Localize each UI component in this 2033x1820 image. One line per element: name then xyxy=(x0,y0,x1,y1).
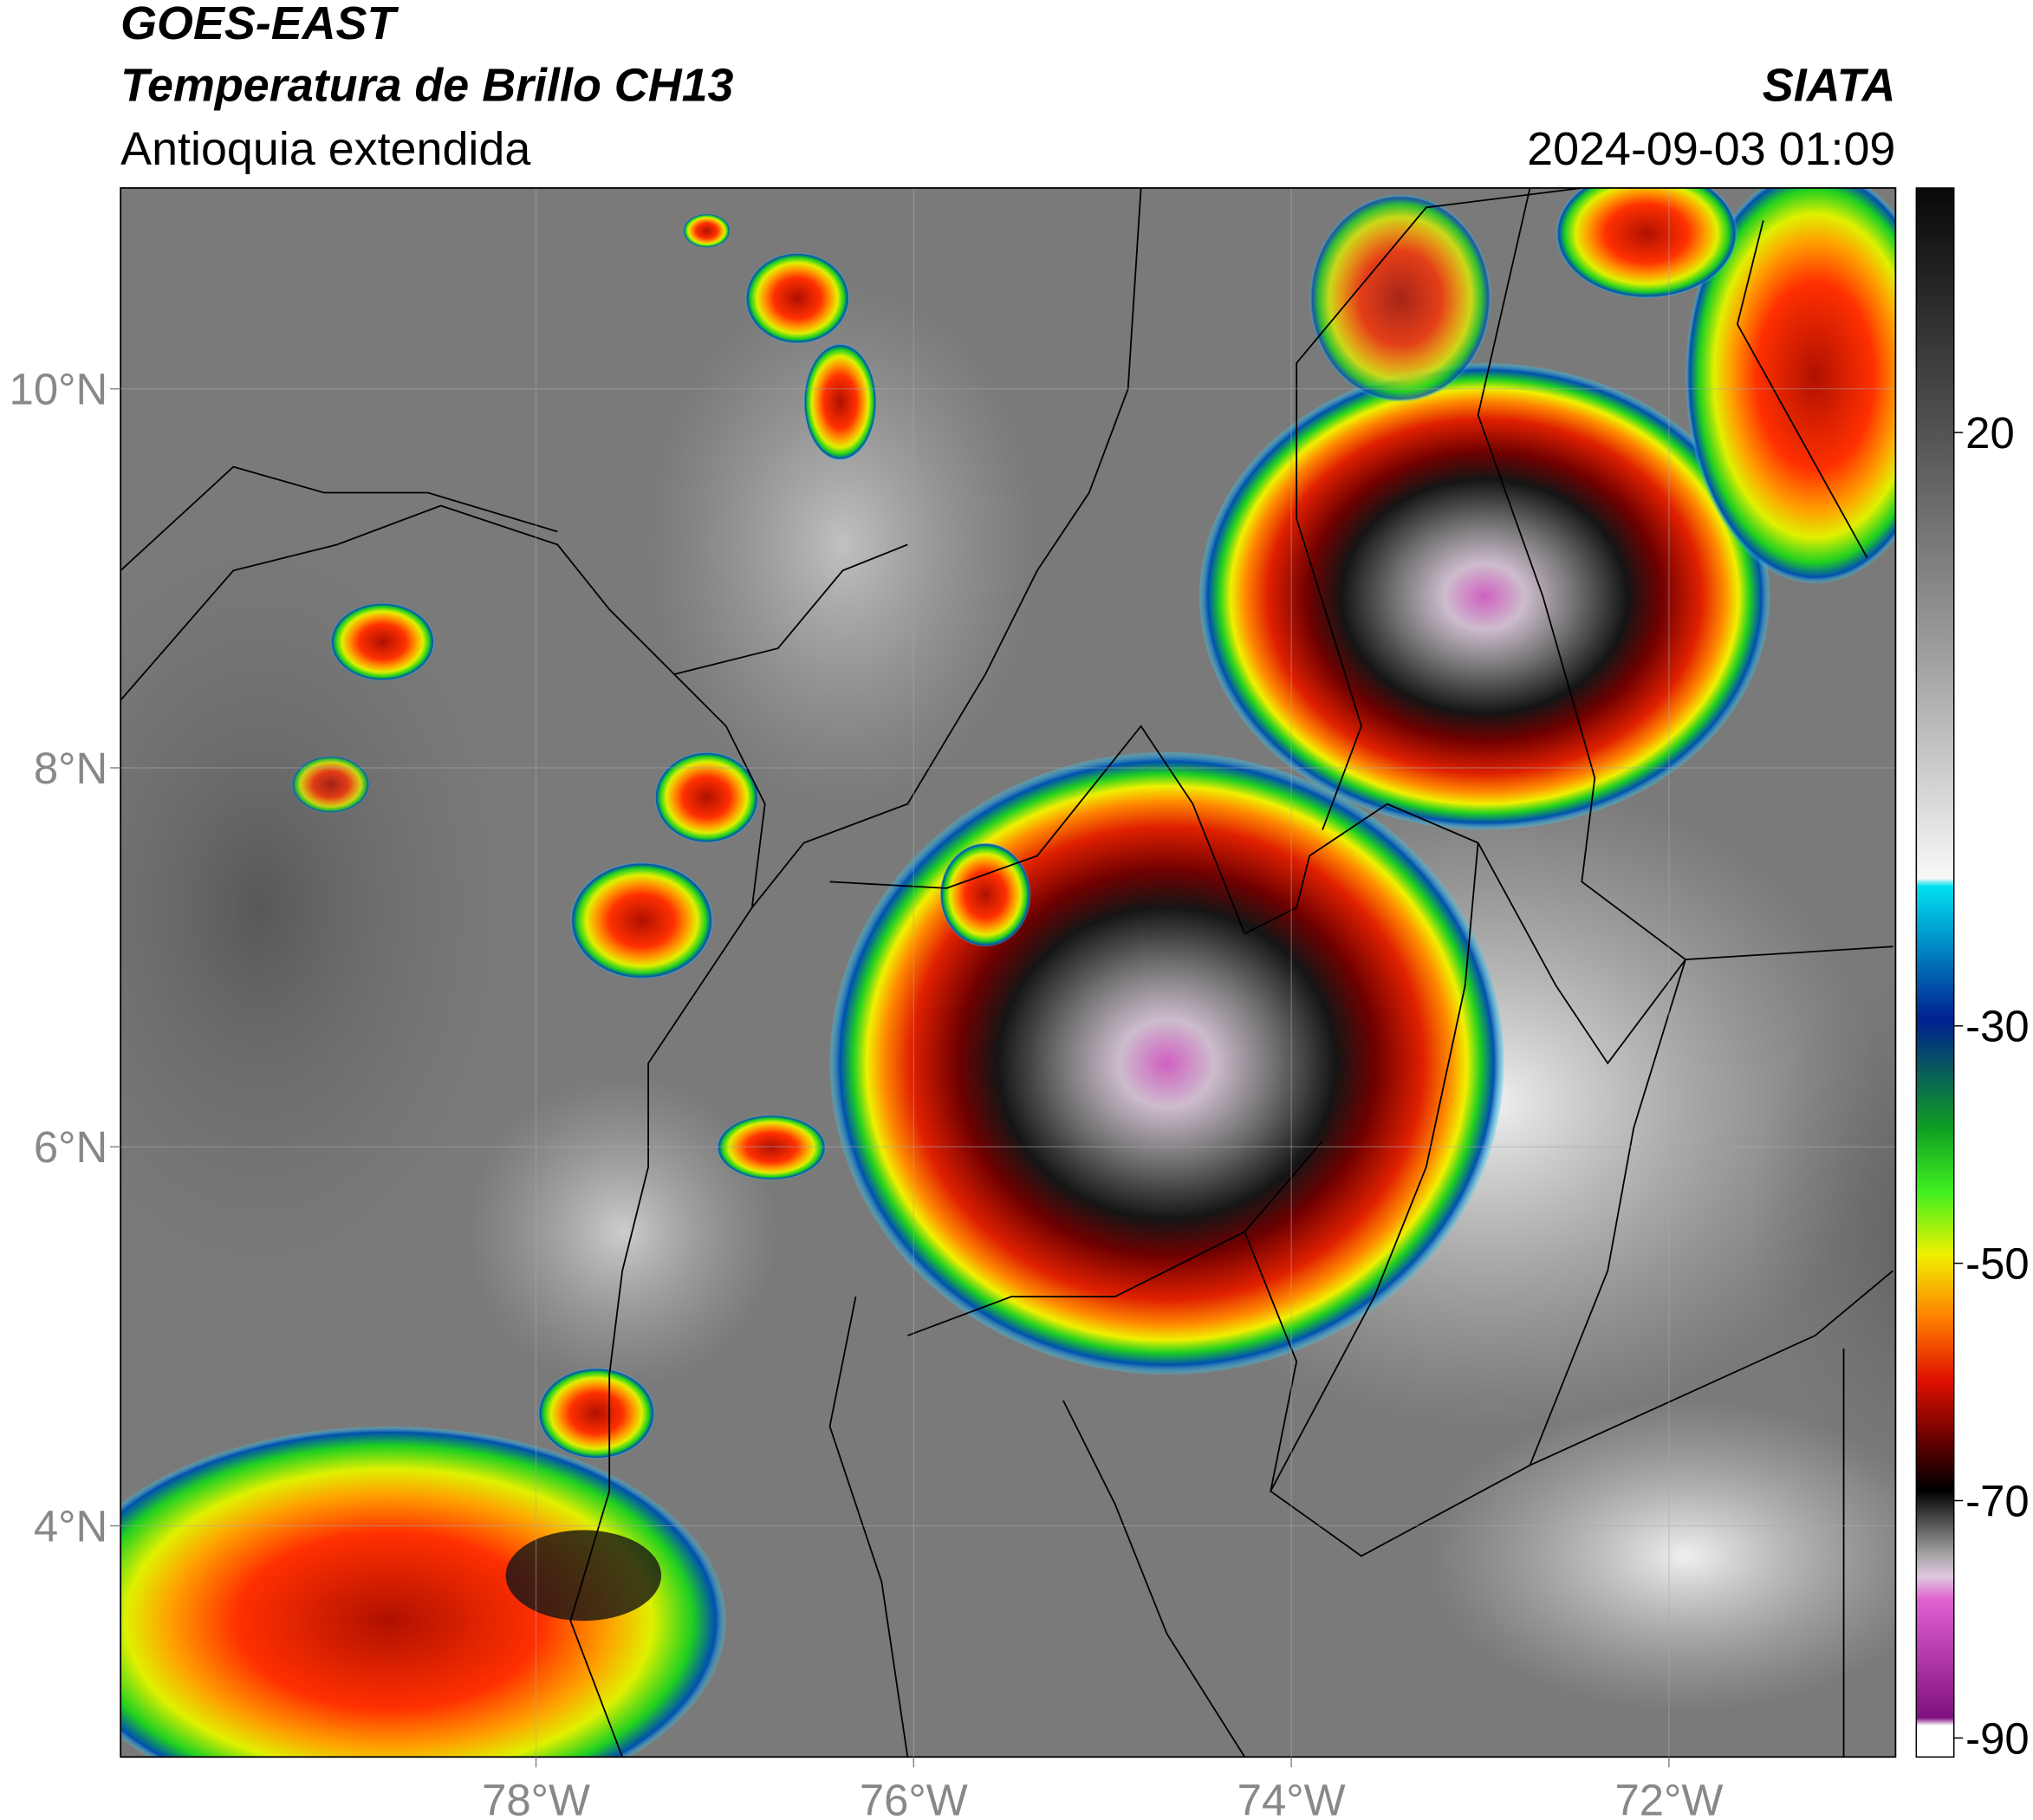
x-tick-label: 74°W xyxy=(1237,1776,1346,1820)
x-tick-label: 72°W xyxy=(1614,1776,1723,1820)
region: Antioquia extendida xyxy=(120,123,530,175)
title: GOES-EAST xyxy=(120,0,399,49)
map-frame xyxy=(120,187,1897,1758)
colorbar-tick-label: -90 xyxy=(1965,1713,2030,1763)
colorbar-tick-label: -70 xyxy=(1965,1476,2030,1525)
x-tick-label: 78°W xyxy=(482,1776,590,1820)
y-tick-label: 6°N xyxy=(34,1122,107,1172)
colorbar xyxy=(1915,187,1955,1758)
y-tick-label: 8°N xyxy=(34,744,107,793)
y-tick-label: 10°N xyxy=(10,365,108,414)
datetime: 2024-09-03 01:09 xyxy=(1527,123,1895,175)
map-image xyxy=(120,187,1896,1758)
subtitle: Temperatura de Brillo CH13 xyxy=(120,60,733,112)
colorbar-tick-label: -50 xyxy=(1965,1239,2030,1289)
colorbar-tick-label: 20 xyxy=(1965,408,2015,458)
colorbar-tick-label: -30 xyxy=(1965,1002,2030,1051)
y-tick-label: 4°N xyxy=(34,1501,107,1550)
x-tick-label: 76°W xyxy=(860,1776,968,1820)
source: SIATA xyxy=(1763,60,1896,112)
